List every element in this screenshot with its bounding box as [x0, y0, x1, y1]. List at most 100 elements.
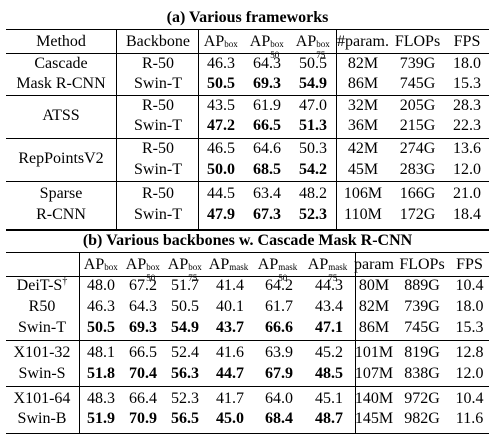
table-a-cell-2-2: 43.5	[207, 97, 235, 114]
table-b-header-6-sub: 75	[328, 273, 338, 283]
table-a-cell-5-6: 283G	[399, 161, 436, 178]
table-b-cell-0-8: 889G	[404, 277, 440, 294]
table-a-cell-7-3: 67.3	[253, 206, 281, 223]
table-a-cell-5-5: 45M	[347, 161, 379, 178]
table-a-header-4: AP box 75	[290, 33, 330, 60]
table-a-cell-1-7: 15.3	[453, 75, 481, 92]
table-b-cell-4-9: 12.0	[455, 365, 484, 382]
table-a-cell-3-5: 36M	[347, 117, 379, 134]
table-a-cell-0-1: R-50	[142, 55, 174, 72]
table-b-cell-1-0: R50	[28, 298, 56, 315]
table-a-header-2-sup: box	[224, 39, 238, 49]
table-a-vrule-0	[116, 30, 117, 229]
table-a-cell-4-1: R-50	[142, 140, 174, 157]
table-b-header-5-text: AP	[257, 256, 279, 273]
table-b-header-8: FLOPs	[394, 256, 450, 274]
table-b-header-rule	[6, 276, 489, 277]
table-b-caption: (b) Various backbones w. Cascade Mask R-…	[82, 232, 413, 249]
table-b-cell-5-6: 45.1	[315, 390, 343, 407]
table-b-cell-1-5: 61.7	[265, 298, 293, 315]
table-b-cell-1-9: 18.0	[455, 298, 484, 315]
table-b-cell-5-0: X101-64	[13, 390, 71, 407]
table-a-cell-0-4: 50.5	[299, 55, 327, 72]
table-a-cell-0-6: 739G	[399, 55, 436, 72]
table-a-header-3-sup: box	[270, 39, 284, 49]
table-a-cell-6-6: 166G	[399, 185, 436, 202]
table-a-caption: (a) Various frameworks	[166, 9, 329, 26]
table-b-cell-4-1: 51.8	[87, 365, 115, 382]
table-a-cell-1-3: 69.3	[253, 75, 281, 92]
table-b-header-7: param	[354, 256, 394, 274]
table-b-cell-4-0: Swin-S	[18, 365, 66, 382]
table-b-cell-6-7: 145M	[354, 410, 394, 427]
table-b-cell-6-0: Swin-B	[17, 410, 67, 427]
table-b-cell-2-7: 86M	[358, 319, 390, 336]
table-b-cell-3-6: 45.2	[315, 344, 343, 361]
table-b-header-2: AP box 50	[122, 256, 160, 283]
table-a-cell-2-4: 47.0	[299, 97, 327, 114]
table-b-cell-5-2: 66.4	[129, 390, 157, 407]
table-b-cell-5-5: 64.0	[265, 390, 293, 407]
table-a-cell-4-0: RepPointsV2	[18, 150, 104, 167]
table-b-cell-0-9: 10.4	[455, 277, 484, 294]
table-a-cell-7-2: 47.9	[207, 206, 235, 223]
table-a-cell-2-6: 205G	[399, 97, 436, 114]
table-a-header-7: FPS	[445, 33, 489, 51]
table-b-header-4-text: AP	[208, 256, 230, 273]
table-a-header-3-text: AP	[249, 33, 271, 50]
table-b-cell-6-6: 48.7	[315, 410, 343, 427]
table-a-cell-0-0: Cascade	[34, 55, 88, 72]
table-a-vrule-2	[336, 30, 337, 229]
table-a-cell-4-7: 13.6	[453, 140, 481, 157]
table-b-header-8-text: FLOPs	[399, 256, 445, 273]
table-b-header-3: AP box 75	[164, 256, 202, 283]
table-a-cell-4-4: 50.3	[299, 140, 327, 157]
table-b-cell-6-2: 70.9	[129, 410, 157, 427]
table-a-cell-2-7: 28.3	[453, 97, 481, 114]
table-b-cell-2-5: 66.6	[265, 319, 293, 336]
table-a-header-4-sup: box	[316, 39, 330, 49]
table-a-cell-1-6: 745G	[399, 75, 436, 92]
table-b-cell-2-6: 47.1	[315, 319, 343, 336]
table-a-group-rule-1	[6, 138, 489, 139]
table-b-vrule-0	[79, 253, 80, 433]
table-b-cell-5-4: 41.7	[216, 390, 244, 407]
table-b-cell-2-9: 15.3	[455, 319, 484, 336]
table-a-header-6: FLOPs	[390, 33, 445, 51]
table-a-cell-6-0: Sparse	[39, 185, 83, 202]
table-a-group-rule-0	[6, 95, 489, 96]
table-b-header-5-sub: 50	[278, 273, 288, 283]
table-b-cell-1-3: 50.5	[171, 298, 199, 315]
table-a-header-2: AP box	[198, 33, 238, 51]
table-a-cell-4-5: 42M	[347, 140, 379, 157]
table-a-header-0-text: Method	[36, 33, 86, 50]
table-b-vrule-1	[355, 253, 356, 433]
table-b-cell-3-4: 41.6	[216, 344, 244, 361]
table-b-cell-6-4: 45.0	[216, 410, 244, 427]
table-b-header-2-sup: box	[146, 262, 160, 272]
table-b-cell-1-4: 40.1	[216, 298, 244, 315]
table-a-cell-1-0: Mask R-CNN	[16, 75, 106, 92]
table-b-cell-6-9: 11.6	[455, 410, 484, 427]
table-a-header-1: Backbone	[118, 33, 198, 51]
table-a-cell-4-2: 46.5	[207, 140, 235, 157]
table-a-cell-7-1: Swin-T	[134, 206, 182, 223]
table-a-cell-6-1: R-50	[142, 185, 174, 202]
table-b-cell-3-2: 66.5	[129, 344, 157, 361]
table-a-cell-3-7: 22.3	[453, 117, 481, 134]
table-b-header-5-sup: mask	[278, 262, 298, 272]
table-b-header-4: AP mask	[206, 256, 248, 274]
table-b-header-1: AP box	[80, 256, 118, 274]
table-b-group-rule-1	[6, 386, 489, 387]
table-b-cell-2-3: 54.9	[171, 319, 199, 336]
table-b-group-rule-0	[6, 340, 489, 341]
table-a-cell-0-3: 64.3	[253, 55, 281, 72]
table-b-cell-1-6: 43.4	[315, 298, 343, 315]
table-a-cell-5-2: 50.0	[207, 161, 235, 178]
table-b-header-9-text: FPS	[456, 256, 483, 273]
table-a-cell-1-5: 86M	[347, 75, 379, 92]
table-b-header-6-text: AP	[307, 256, 329, 273]
table-a-cell-5-7: 12.0	[453, 161, 481, 178]
table-b-header-3-sub: 75	[188, 273, 198, 283]
